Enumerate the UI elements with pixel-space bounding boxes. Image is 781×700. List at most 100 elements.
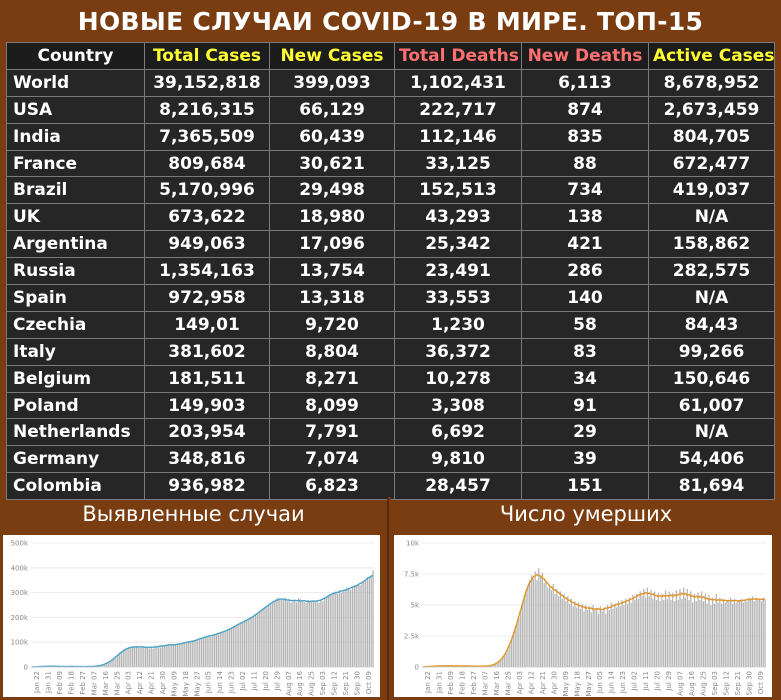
bar	[335, 591, 337, 667]
x-tick-label: Apr 03	[516, 671, 524, 694]
bar	[501, 658, 504, 667]
table-header-row: Country Total Cases New Cases Total Deat…	[6, 42, 775, 70]
value-cell: 33,125	[394, 149, 522, 178]
bar	[650, 590, 652, 667]
value-cell: 672,477	[648, 149, 775, 178]
bar	[150, 647, 152, 667]
country-cell: Russia	[6, 257, 145, 286]
table-row: Italy 381,602 8,804 36,372 83 99,266	[6, 337, 775, 366]
bar	[210, 636, 212, 667]
bar	[677, 600, 679, 667]
bar	[740, 598, 743, 667]
bar	[503, 655, 506, 667]
bar	[331, 595, 333, 667]
bar	[702, 601, 705, 667]
x-tick-label: Feb 18	[459, 671, 467, 695]
bar	[167, 645, 169, 667]
bar	[163, 644, 165, 667]
bar	[610, 602, 612, 667]
bar	[258, 612, 261, 667]
bar	[351, 587, 354, 667]
country-cell: Colombia	[6, 472, 145, 501]
value-cell: 381,602	[144, 337, 270, 366]
x-tick-label: Apr 12	[136, 671, 144, 694]
bar	[98, 666, 100, 667]
bar	[118, 653, 121, 667]
bar	[284, 597, 287, 667]
y-tick-label: 10k	[406, 540, 420, 548]
x-tick-label: May 27	[193, 671, 201, 697]
bar	[675, 590, 678, 667]
bar	[597, 613, 600, 667]
table-row: India 7,365,509 60,439 112,146 835 804,705	[6, 122, 775, 151]
value-cell: 150,646	[648, 364, 775, 393]
value-cell: 60,439	[269, 122, 395, 151]
bar	[539, 576, 542, 667]
bar	[505, 653, 507, 667]
y-tick-label: 200k	[11, 614, 29, 622]
bar	[124, 648, 126, 667]
value-cell: 7,074	[269, 445, 395, 474]
x-tick-label: Jun 14	[216, 670, 224, 694]
bar	[585, 605, 587, 667]
value-cell: 282,575	[648, 257, 775, 286]
bar	[547, 587, 549, 667]
bar	[346, 587, 348, 667]
value-cell: 58	[521, 310, 649, 339]
bar	[212, 635, 214, 667]
bar	[721, 603, 723, 667]
bar	[654, 591, 656, 667]
value-cell: 140	[521, 284, 649, 312]
bar	[215, 633, 218, 667]
x-tick-label: Jun 05	[596, 671, 604, 694]
value-cell: 34	[521, 364, 649, 393]
x-tick-label: Jul 29	[665, 671, 673, 692]
bar	[180, 643, 182, 667]
x-tick-label: May 09	[170, 671, 178, 697]
bar	[730, 597, 732, 667]
x-tick-label: Oct 09	[757, 671, 765, 694]
value-cell: 10,278	[394, 364, 522, 393]
bar	[254, 614, 257, 667]
bar	[639, 591, 641, 667]
bar	[494, 664, 496, 667]
bar	[621, 600, 623, 667]
bar	[757, 600, 759, 667]
bar	[500, 660, 502, 667]
bar	[322, 601, 324, 667]
country-cell: Netherlands	[6, 418, 145, 447]
x-tick-label: Mar 07	[482, 671, 490, 695]
bar	[342, 591, 344, 667]
bar	[251, 617, 253, 667]
bar	[221, 632, 223, 667]
bar	[708, 595, 710, 667]
bar	[111, 660, 113, 667]
y-tick-label: 400k	[11, 564, 29, 572]
bar	[682, 587, 685, 667]
value-cell: 673,622	[144, 203, 270, 232]
bar	[131, 646, 134, 667]
bar	[282, 599, 285, 667]
trend-line	[31, 574, 374, 668]
bar	[529, 580, 531, 667]
bar	[648, 596, 650, 667]
table-row: USA 8,216,315 66,129 222,717 874 2,673,459	[6, 95, 775, 124]
bar	[268, 605, 270, 667]
header-active-cases: Active Cases	[648, 42, 775, 70]
deaths-chart: 0 2.5k 5k 7.5k 10k Jan 22 Jan 31 Feb 09 Feb 18 Fe…	[394, 535, 772, 697]
bar	[530, 575, 533, 667]
bar	[719, 597, 721, 667]
bar	[273, 601, 275, 667]
table-body: World 39,152,818 399,093 1,102,431 6,113 8,67…	[6, 68, 775, 501]
x-tick-label: Jul 20	[262, 671, 270, 692]
bar	[512, 634, 515, 667]
x-tick-label: Jun 23	[619, 671, 627, 694]
bar	[139, 647, 141, 667]
bar	[684, 597, 687, 667]
value-cell: 874	[521, 95, 649, 124]
bar	[230, 628, 233, 667]
cases-chart-title: Выявленные случаи	[82, 502, 305, 526]
bar	[619, 606, 621, 667]
bar	[554, 593, 556, 667]
